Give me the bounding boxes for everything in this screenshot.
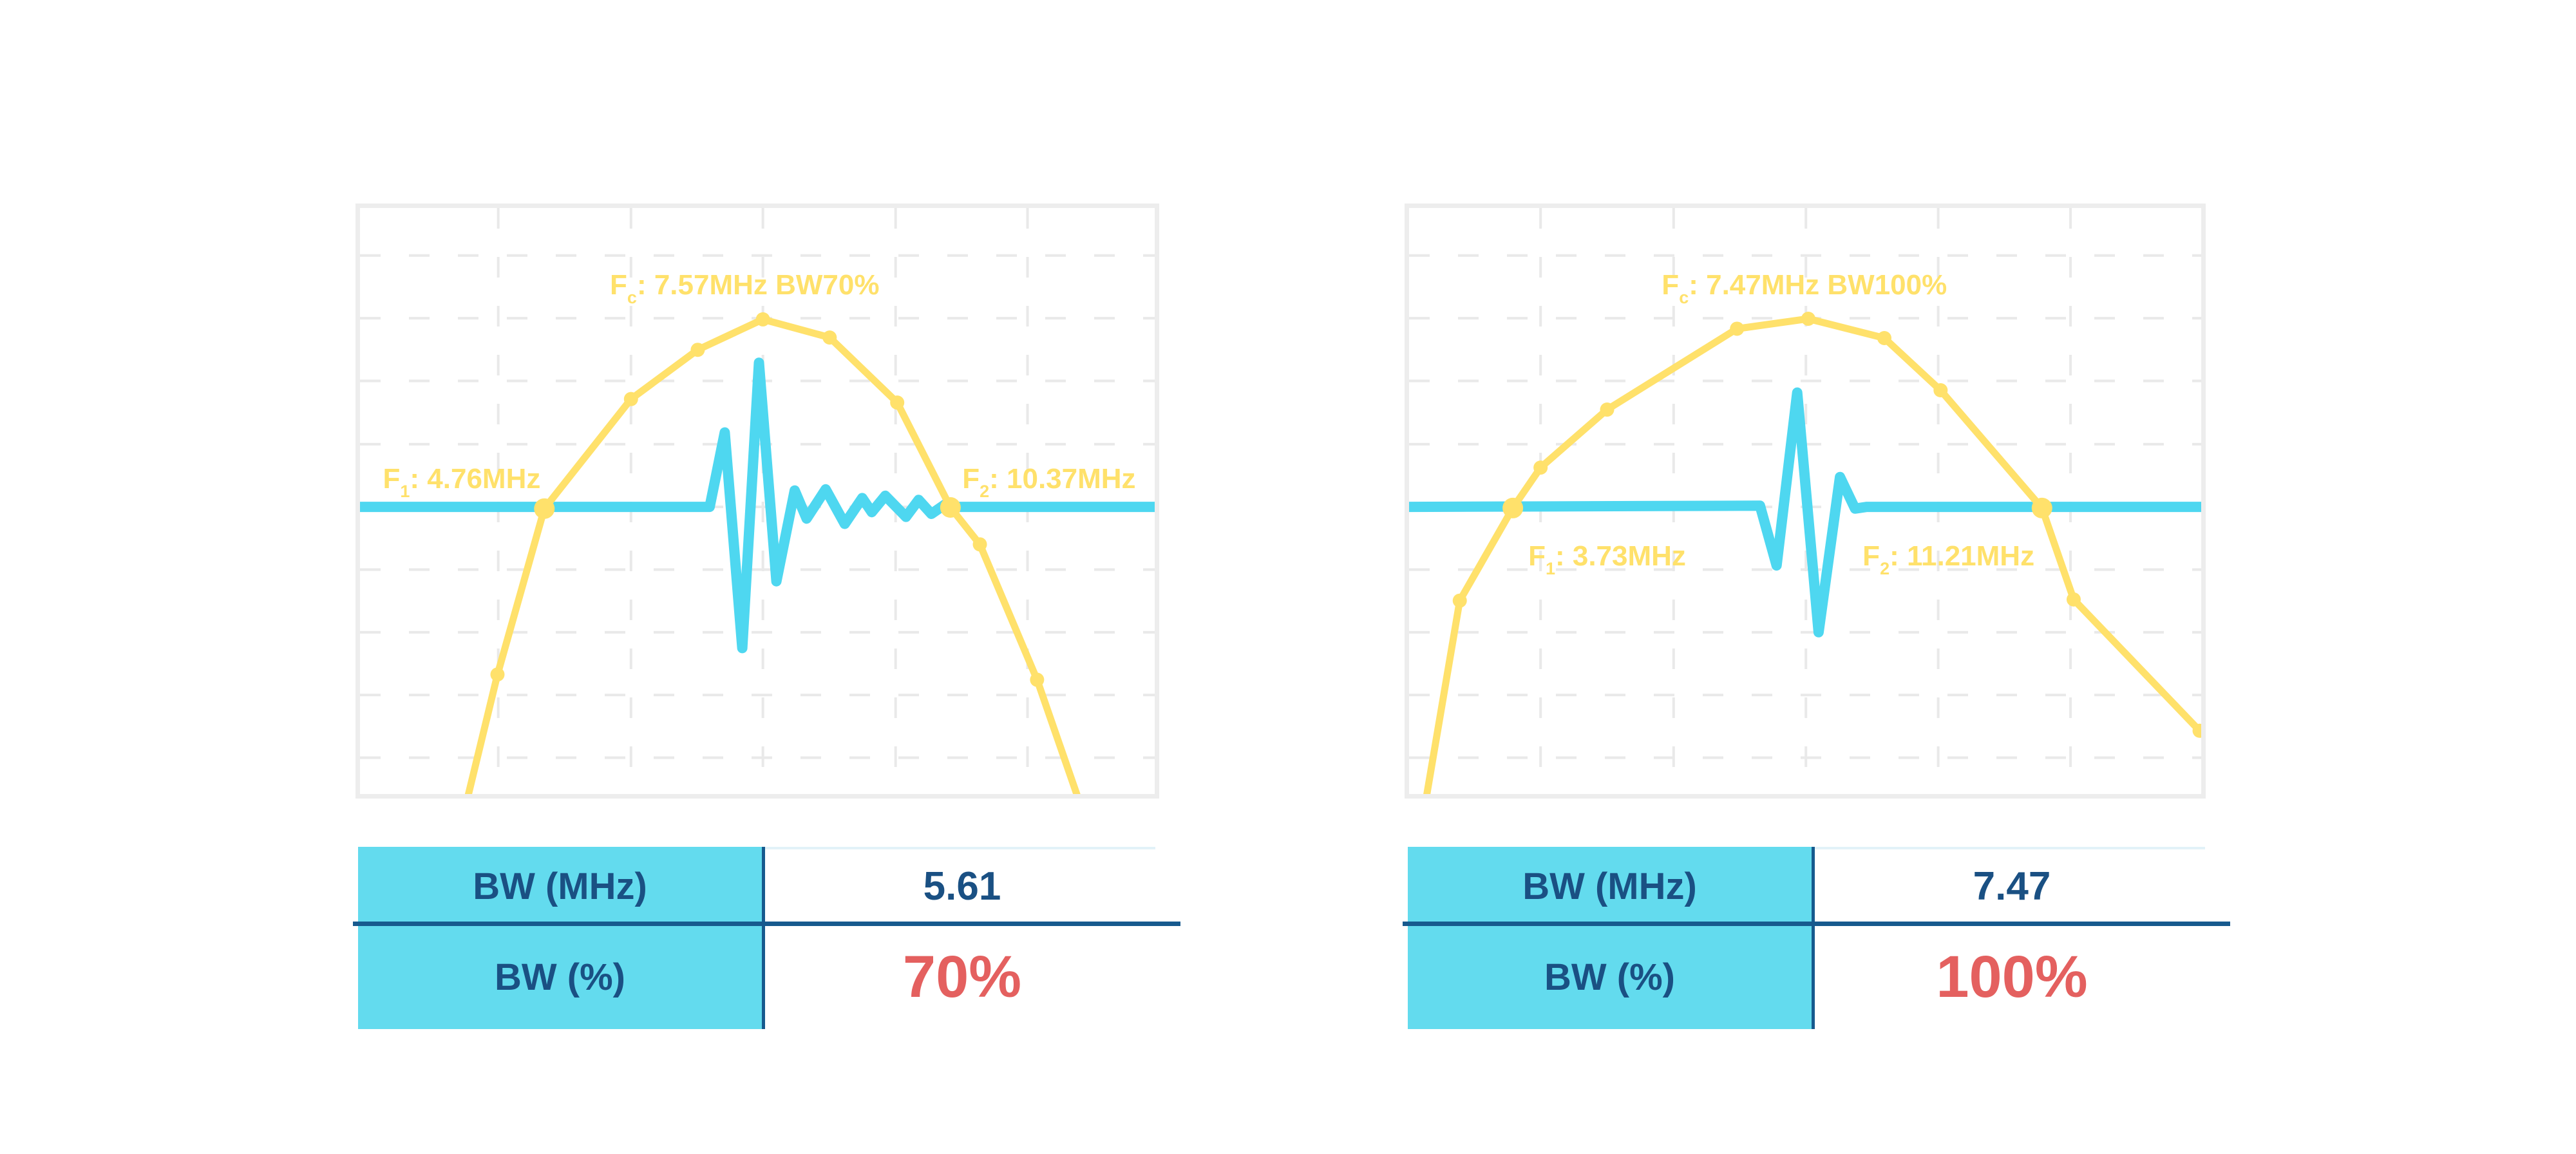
f2-label-sub: 2 [1880, 559, 1890, 579]
f2-annotation: F2: 11.21MHz [1862, 540, 2035, 578]
fc-label-pre: F [1662, 269, 1680, 301]
table-header-cell: BW (MHz) [1408, 847, 1815, 925]
f1-label-sub: 1 [1545, 559, 1555, 579]
table-top-border [1815, 847, 2205, 849]
fc-label-text: : 7.57MHz BW70% [636, 269, 880, 301]
spectrum-chart-right: Fc: 7.47MHz BW100% F1: 3.73MHz F2: 11.21… [1405, 203, 2206, 799]
f2-label-text: : 11.21MHz [1889, 540, 2035, 572]
table-row: BW (MHz) 7.47 [1408, 847, 2209, 925]
f2-label-pre: F [962, 463, 980, 495]
table-value-cell-percent: 70% [765, 925, 1159, 1029]
f2-label-sub: 2 [980, 482, 990, 502]
f2-label-text: : 10.37MHz [989, 463, 1136, 495]
f1-label-text: : 4.76MHz [410, 463, 541, 495]
fc-label-text: : 7.47MHz BW100% [1689, 269, 1947, 301]
table-row: BW (%) 70% [358, 925, 1159, 1029]
table-header-cell: BW (%) [1408, 925, 1815, 1029]
f1-label-pre: F [1528, 540, 1546, 572]
f1-label-sub: 1 [400, 482, 410, 502]
table-value-cell: 7.47 [1815, 847, 2209, 925]
fc-label-pre: F [610, 269, 627, 301]
table-value-cell: 5.61 [765, 847, 1159, 925]
table-row: BW (MHz) 5.61 [358, 847, 1159, 925]
fc-label-sub: c [1679, 288, 1689, 308]
fc-label-sub: c [627, 288, 637, 308]
table-row: BW (%) 100% [1408, 925, 2209, 1029]
table-row-divider [353, 922, 1180, 926]
table-header-cell: BW (%) [358, 925, 765, 1029]
f1-annotation: F1: 3.73MHz [1528, 540, 1686, 578]
table-value-cell-percent: 100% [1815, 925, 2209, 1029]
spectrum-chart-left: Fc: 7.57MHz BW70% F1: 4.76MHz F2: 10.37M… [355, 203, 1159, 799]
f1-label-pre: F [383, 463, 401, 495]
table-top-border [765, 847, 1155, 849]
plot-svg-right [1409, 208, 2201, 794]
f2-annotation: F2: 10.37MHz [962, 463, 1136, 500]
f1-label-text: : 3.73MHz [1555, 540, 1686, 572]
fc-annotation: Fc: 7.47MHz BW100% [1662, 269, 1947, 307]
f2-label-pre: F [1862, 540, 1880, 572]
table-row-divider [1403, 922, 2230, 926]
bw-table-left: BW (MHz) 5.61 BW (%) 70% [353, 847, 1180, 1029]
plot-svg-left [360, 208, 1155, 794]
bw-table-right: BW (MHz) 7.47 BW (%) 100% [1403, 847, 2230, 1029]
f1-annotation: F1: 4.76MHz [383, 463, 541, 500]
table-header-cell: BW (MHz) [358, 847, 765, 925]
fc-annotation: Fc: 7.57MHz BW70% [610, 269, 880, 307]
